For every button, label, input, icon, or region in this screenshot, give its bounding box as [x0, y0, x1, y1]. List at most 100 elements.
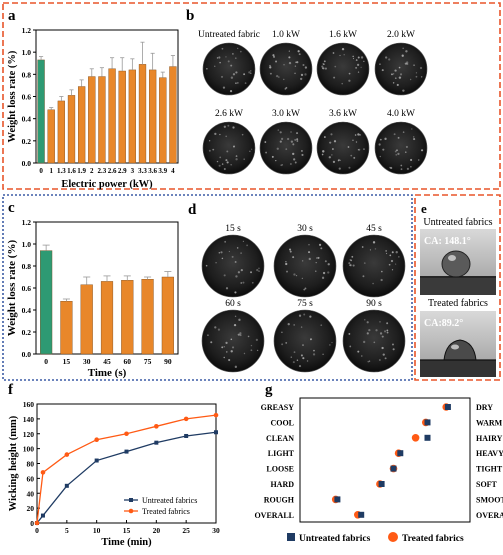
panel-d-disc-grid: 15 s 30 s 45 s 60 s 75 s 90 s — [201, 224, 406, 373]
x-tick-label: 3.3 — [138, 167, 147, 175]
panel-e: Untreated fabrics CA: 148.1° Treated fab… — [420, 217, 496, 377]
disc-speck — [294, 161, 297, 164]
disc-speck — [366, 321, 369, 324]
disc-speck — [355, 59, 358, 61]
disc-speck — [357, 56, 360, 59]
disc-speck — [293, 158, 296, 161]
disc-speck — [233, 145, 235, 148]
disc-speck — [338, 167, 341, 170]
disc-speck — [234, 365, 238, 369]
disc-speck — [292, 152, 295, 156]
left-scale-label: LOOSE — [266, 465, 294, 474]
y-tick-label: 1.0 — [22, 240, 32, 249]
x-tick-label: 15 — [63, 357, 71, 366]
disc-speck — [321, 65, 324, 68]
right-scale-label: HEAVY — [476, 449, 503, 458]
disc-speck — [232, 126, 235, 129]
disc-speck — [402, 131, 405, 133]
disc-speck — [214, 65, 216, 67]
disc-speck — [293, 351, 296, 354]
disc-speck — [329, 141, 332, 144]
disc-speck — [241, 133, 244, 136]
disc-speck — [349, 345, 352, 348]
disc-label: 1.6 kW — [329, 30, 357, 40]
disc-speck — [285, 148, 288, 150]
x-tick-label: 2.6 — [108, 167, 117, 175]
panel-letter-c: c — [8, 200, 15, 216]
disc-speck — [353, 156, 356, 159]
disc-speck — [354, 134, 357, 136]
disc-speck — [409, 78, 412, 81]
disc-speck — [223, 356, 225, 359]
y-axis-label: Weight loss rate (%) — [6, 240, 18, 337]
disc-speck — [230, 350, 233, 353]
y-tick-label: 120 — [23, 430, 35, 439]
disc-speck — [227, 60, 230, 63]
disc-label: 60 s — [225, 299, 241, 309]
disc-speck — [209, 140, 211, 142]
disc-speck — [300, 149, 303, 152]
disc-speck — [320, 324, 323, 326]
disc-speck — [331, 148, 334, 150]
x-tick-label: 2.9 — [118, 167, 127, 175]
disc-speck — [295, 274, 298, 277]
disc-speck — [384, 137, 387, 140]
panel-letter-g: g — [265, 382, 273, 398]
disc-speck — [240, 282, 243, 284]
disc-speck — [313, 349, 315, 352]
disc-speck — [285, 342, 288, 344]
disc-speck — [299, 77, 303, 81]
disc-speck — [250, 344, 253, 347]
disc-speck — [310, 338, 313, 341]
fabric-disc — [259, 121, 313, 175]
disc-speck — [318, 243, 322, 246]
series-point — [64, 452, 70, 457]
disc-speck — [410, 166, 412, 168]
disc-speck — [302, 64, 305, 66]
disc-speck — [355, 67, 357, 69]
disc-speck — [230, 338, 233, 341]
untreated-point — [390, 465, 397, 472]
disc-speck — [296, 359, 299, 361]
disc-speck — [218, 164, 221, 167]
disc-speck — [397, 152, 400, 156]
disc-speck — [315, 261, 317, 264]
disc-speck — [361, 246, 364, 248]
y-axis-label: Wicking height (mm) — [8, 415, 19, 511]
disc-speck — [379, 138, 382, 141]
disc-speck — [380, 270, 383, 273]
fabric-disc — [273, 234, 337, 298]
untreated-point — [444, 404, 451, 410]
untreated-point — [378, 481, 385, 487]
disc-speck — [221, 257, 224, 260]
disc-speck — [300, 326, 303, 328]
series-point — [40, 513, 45, 518]
y-axis-label: Weight loss rate (%) — [7, 50, 18, 142]
disc-speck — [357, 149, 360, 151]
disc-speck — [321, 153, 324, 156]
disc-speck — [358, 148, 361, 151]
disc-speck — [217, 328, 221, 331]
disc-speck — [285, 262, 288, 266]
untreated-point — [358, 511, 365, 518]
disc-speck — [308, 251, 311, 254]
disc-speck — [406, 167, 410, 170]
disc-speck — [292, 256, 295, 259]
disc-speck — [289, 162, 292, 165]
left-scale-label: GREASY — [261, 403, 295, 412]
disc-speck — [293, 324, 295, 326]
disc-label: 2.6 kW — [215, 109, 243, 119]
y-tick-label: 100 — [23, 445, 35, 454]
disc-speck — [397, 136, 400, 139]
disc-speck — [379, 63, 381, 65]
legend-label-untreated: Untreated fabrics — [299, 534, 371, 544]
disc-speck — [391, 73, 393, 76]
disc-speck — [240, 268, 243, 272]
fabric-disc — [202, 42, 256, 96]
disc-speck — [341, 47, 345, 51]
disc-speck — [392, 82, 395, 84]
disc-speck — [317, 256, 320, 259]
disc-speck — [275, 159, 277, 162]
disc-speck — [321, 276, 325, 279]
